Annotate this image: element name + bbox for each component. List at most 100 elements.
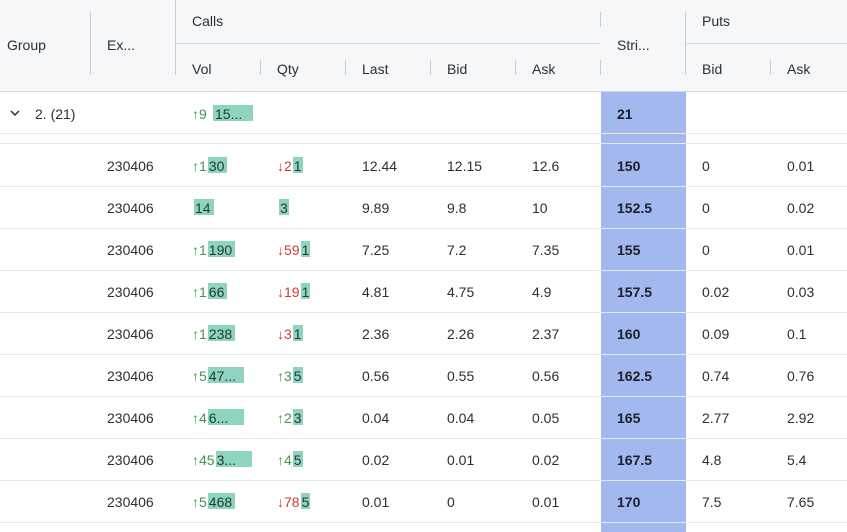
column-resizer[interactable] [515, 60, 516, 75]
row-divider [0, 396, 847, 397]
cell-put-bid: 0.09 [702, 326, 730, 342]
qty-bar [292, 367, 303, 383]
cell-strike: 155 [617, 242, 641, 258]
table-header [0, 0, 847, 92]
column-group-puts: Puts [702, 13, 731, 29]
column-resizer[interactable] [260, 60, 261, 75]
row-divider [0, 480, 847, 481]
vol-change: ↑5 [192, 368, 207, 384]
cell-strike: 150 [617, 158, 641, 174]
column-resizer[interactable] [600, 60, 601, 75]
column-header-expiry[interactable]: Ex... [107, 37, 136, 53]
column-resizer[interactable] [345, 60, 346, 75]
cell-call-last: 12.44 [362, 158, 398, 174]
qty-value: 1 [293, 326, 302, 342]
row-divider [0, 522, 847, 523]
qty-value: 3 [280, 200, 288, 216]
cell-call-ask: 7.35 [532, 242, 560, 258]
vol-bar [207, 493, 236, 509]
qty-value: 3 [293, 410, 302, 426]
column-header-put-bid[interactable]: Bid [702, 61, 723, 77]
cell-strike: 165 [617, 410, 641, 426]
vol-bar [194, 199, 214, 215]
qty-change: ↓59 [277, 242, 300, 258]
qty-change: ↓2 [277, 158, 292, 174]
cell-strike: 170 [617, 494, 641, 510]
cell-call-bid: 12.15 [447, 158, 483, 174]
vol-change: ↑45 [192, 452, 215, 468]
vol-bar [207, 283, 228, 299]
vol-change: ↑5 [192, 494, 207, 510]
cell-expiry: 230406 [107, 494, 154, 510]
cell-call-ask: 10 [532, 200, 548, 216]
row-divider [0, 186, 847, 187]
cell-call-bid: 7.2 [447, 242, 467, 258]
group-strike: 21 [617, 106, 633, 122]
chevron-down-icon[interactable] [9, 106, 21, 120]
cell-put-bid: 0 [702, 200, 710, 216]
cell-call-last: 0.56 [362, 368, 390, 384]
vol-value: 47... [208, 368, 237, 384]
cell-expiry: 230406 [107, 368, 154, 384]
qty-value: 1 [293, 158, 302, 174]
cell-put-ask: 0.1 [787, 326, 807, 342]
qty-value: 1 [301, 242, 310, 258]
cell-expiry: 230406 [107, 242, 154, 258]
qty-value: 5 [293, 368, 302, 384]
column-header-call-qty[interactable]: Qty [277, 61, 299, 77]
column-group-calls: Calls [192, 13, 224, 29]
column-resizer[interactable] [770, 60, 771, 75]
cell-expiry: 230406 [107, 158, 154, 174]
qty-bar [292, 451, 303, 467]
column-resizer[interactable] [600, 12, 601, 27]
qty-bar [292, 409, 303, 425]
vol-change: ↑1 [192, 242, 207, 258]
cell-call-bid: 4.75 [447, 284, 475, 300]
column-header-put-ask[interactable]: Ask [787, 61, 811, 77]
header-divider [176, 43, 600, 44]
cell-expiry: 230406 [107, 410, 154, 426]
column-group-divider [175, 0, 176, 75]
cell-strike: 152.5 [617, 200, 653, 216]
cell-put-bid: 0 [702, 158, 710, 174]
cell-expiry: 230406 [107, 284, 154, 300]
row-divider [0, 270, 847, 271]
cell-put-ask: 5.4 [787, 452, 807, 468]
group-row[interactable] [0, 92, 847, 134]
cell-put-ask: 0.01 [787, 158, 815, 174]
column-header-call-bid[interactable]: Bid [447, 61, 468, 77]
row-divider [0, 133, 847, 134]
cell-strike: 162.5 [617, 368, 653, 384]
cell-call-bid: 0.55 [447, 368, 475, 384]
vol-bar [215, 451, 252, 467]
column-header-call-vol[interactable]: Vol [192, 61, 212, 77]
qty-value: 5 [293, 452, 302, 468]
cell-put-ask: 0.01 [787, 242, 815, 258]
qty-bar [292, 157, 303, 173]
cell-strike: 157.5 [617, 284, 653, 300]
column-resizer[interactable] [430, 60, 431, 75]
cell-call-last: 0.01 [362, 494, 390, 510]
cell-put-bid: 2.77 [702, 410, 730, 426]
cell-put-bid: 7.5 [702, 494, 722, 510]
cell-expiry: 230406 [107, 200, 154, 216]
qty-value: 5 [301, 494, 310, 510]
cell-call-ask: 0.56 [532, 368, 560, 384]
vol-bar [207, 157, 228, 173]
row-divider [0, 228, 847, 229]
cell-call-last: 0.02 [362, 452, 390, 468]
cell-call-ask: 2.37 [532, 326, 560, 342]
cell-call-ask: 4.9 [532, 284, 552, 300]
vol-value: 3... [216, 452, 237, 468]
cell-call-last: 2.36 [362, 326, 390, 342]
cell-put-bid: 0 [702, 242, 710, 258]
column-header-group[interactable]: Group [7, 37, 46, 53]
cell-strike: 160 [617, 326, 641, 342]
column-header-call-ask[interactable]: Ask [532, 61, 556, 77]
column-resizer[interactable] [90, 12, 91, 75]
cell-put-ask: 0.76 [787, 368, 815, 384]
column-header-call-last[interactable]: Last [362, 61, 389, 77]
vol-change: ↑4 [192, 410, 207, 426]
vol-value: 14 [195, 200, 211, 216]
column-header-strike[interactable]: Stri... [617, 37, 650, 53]
